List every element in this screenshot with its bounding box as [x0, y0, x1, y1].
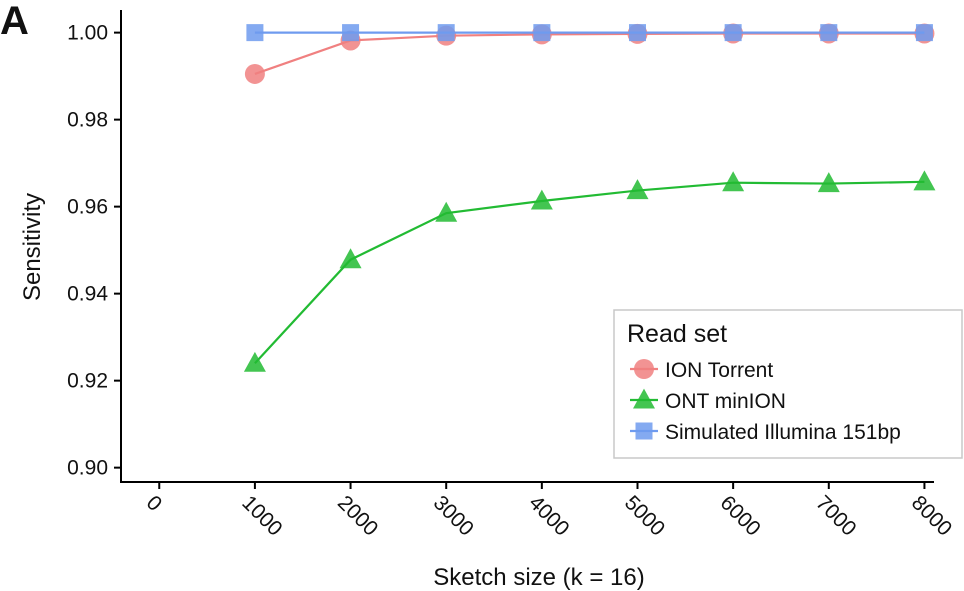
data-point — [626, 179, 649, 200]
data-point — [437, 24, 455, 42]
y-tick-label: 0.90 — [67, 457, 108, 480]
data-point — [435, 201, 458, 222]
series-line — [254, 180, 925, 364]
legend-label: ION Torrent — [665, 359, 773, 382]
y-axis-title: Sensitivity — [19, 193, 46, 301]
legend-item: ION Torrent — [630, 359, 773, 382]
data-point — [722, 171, 745, 192]
x-tick-label: 4000 — [524, 491, 573, 540]
x-axis-title: Sketch size (k = 16) — [433, 564, 644, 591]
legend-label: Simulated Illumina 151bp — [665, 421, 901, 444]
legend-title: Read set — [627, 320, 727, 348]
x-tick-label: 7000 — [811, 491, 860, 540]
panel-label: A — [0, 0, 29, 43]
series-simulated-illumina-151bp — [246, 24, 933, 42]
y-axis-ticks: 0.90 0.92 0.94 0.96 0.98 1.00 — [67, 22, 121, 480]
data-point — [342, 24, 360, 42]
legend-items: ION Torrent ONT minION Simulated Illumina … — [630, 359, 901, 444]
legend-item: Simulated Illumina 151bp — [630, 421, 901, 444]
legend: Read set ION Torrent ONT minION Simulated … — [613, 309, 963, 459]
data-point — [339, 248, 362, 269]
legend-label: ONT minION — [665, 390, 786, 413]
x-axis-ticks: 0 1000 2000 3000 4000 5000 6000 7000 8000 — [142, 482, 956, 541]
series-layer — [243, 23, 936, 372]
data-point — [533, 24, 551, 42]
legend-box — [613, 309, 963, 459]
y-tick-label: 0.96 — [67, 196, 108, 219]
y-tick-label: 0.92 — [67, 370, 108, 393]
data-point — [820, 24, 838, 42]
x-tick-label: 3000 — [429, 491, 478, 540]
data-point — [530, 189, 553, 210]
data-point — [244, 63, 265, 84]
x-tick-label: 1000 — [237, 491, 286, 540]
data-point — [628, 24, 646, 42]
data-point — [913, 170, 936, 191]
series-ont-minion — [243, 170, 936, 372]
y-tick-label: 0.98 — [67, 109, 108, 132]
x-tick-label: 0 — [142, 491, 167, 516]
legend-marker-square — [635, 422, 653, 440]
legend-marker-triangle — [633, 388, 655, 409]
data-point — [915, 24, 933, 42]
legend-item: ONT minION — [630, 388, 786, 413]
x-tick-label: 6000 — [716, 491, 765, 540]
legend-marker-circle — [634, 359, 654, 379]
y-tick-label: 1.00 — [67, 22, 108, 45]
x-tick-label: 8000 — [907, 491, 956, 540]
data-point — [724, 24, 742, 42]
data-point — [243, 351, 266, 372]
x-tick-label: 2000 — [333, 491, 382, 540]
x-tick-label: 5000 — [620, 491, 669, 540]
y-tick-label: 0.94 — [67, 283, 108, 306]
data-point — [246, 24, 264, 42]
data-point — [817, 172, 840, 193]
